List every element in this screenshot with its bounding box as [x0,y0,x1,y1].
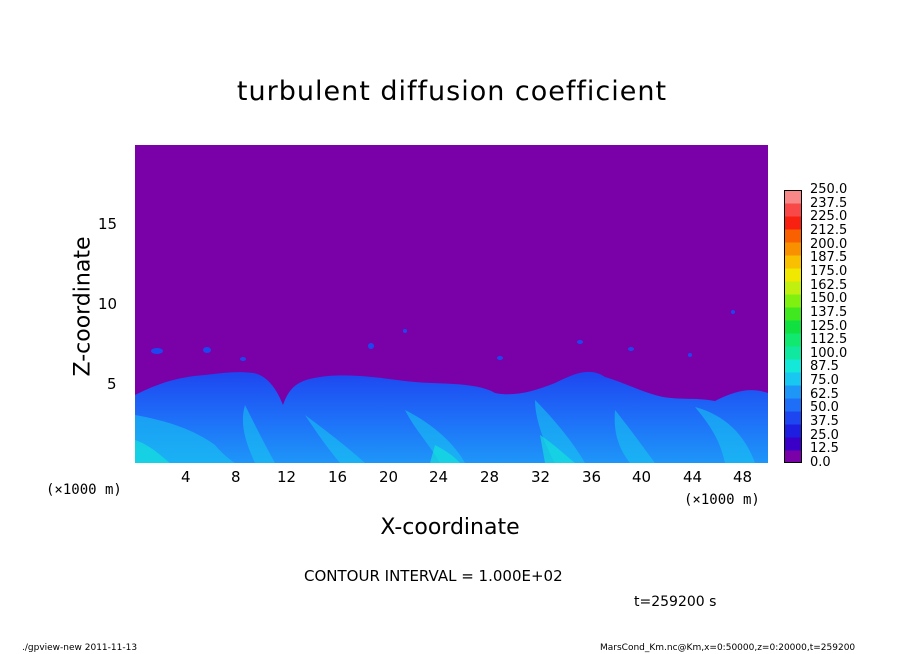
colorbar-segment [784,294,802,308]
colorbar-frame [784,190,802,463]
colorbar-tick-label: 225.0 [810,209,848,225]
time-label: t=259200 s [634,594,717,610]
colorbar-segment [784,216,802,230]
colorbar-tick-label: 75.0 [810,373,839,389]
chart-title: turbulent diffusion coefficient [236,76,668,107]
x-tick-label: 16 [328,468,348,486]
contour-interval: CONTOUR INTERVAL = 1.000E+02 [304,567,563,585]
colorbar-segment [784,359,802,373]
colorbar-tick-label: 150.0 [810,291,848,307]
colorbar-segment [784,424,802,438]
scattered-eddies [151,310,735,361]
colorbar-segment [784,372,802,386]
colorbar-segment [784,242,802,256]
x-tick-label: 48 [733,468,753,486]
colorbar-tick-label: 25.0 [810,427,839,443]
y-tick-label: 10 [98,295,118,313]
footer-left: ./gpview-new 2011-11-13 [22,643,138,653]
y-tick-label: 15 [98,215,118,233]
footer-right: MarsCond_Km.nc@Km,x=0:50000,z=0:20000,t=… [600,643,856,653]
colorbar-segment [784,190,802,204]
colorbar-tick-label: 37.5 [810,414,839,430]
colorbar-tick-label: 0.0 [810,455,831,470]
colorbar-tick-label: 87.5 [810,359,839,375]
colorbar [784,190,802,463]
x-unit-label: (×1000 m) [46,482,122,498]
y-axis-label: Z-coordinate [70,236,96,377]
colorbar-tick-label: 112.5 [810,332,848,348]
plot-area [135,145,768,463]
turbulent-streaks [135,400,755,463]
x-tick-label: 44 [683,468,703,486]
colorbar-segment [784,255,802,269]
y-tick-label: 5 [107,375,117,393]
colorbar-tick-label: 50.0 [810,400,839,416]
x-tick-label: 8 [231,468,241,486]
colorbar-segment [784,346,802,360]
colorbar-tick-label: 250.0 [810,182,848,197]
colorbar-segment [784,281,802,295]
x-tick-label: 40 [632,468,652,486]
colorbar-tick-label: 162.5 [810,277,848,293]
colorbar-tick-label: 187.5 [810,250,848,266]
colorbar-tick-label: 200.0 [810,236,848,252]
colorbar-tick-label: 137.5 [810,304,848,320]
colorbar-segment [784,268,802,282]
colorbar-segment [784,320,802,334]
x-unit-label: (×1000 m) [684,492,760,508]
x-tick-label: 32 [531,468,551,486]
x-tick-label: 28 [480,468,500,486]
colorbar-tick-label: 62.5 [810,386,839,402]
boundary-layer [135,371,768,463]
colorbar-tick-label: 100.0 [810,345,848,361]
x-tick-label: 24 [429,468,449,486]
colorbar-segment [784,307,802,321]
colorbar-segment [784,229,802,243]
colorbar-tick-label: 237.5 [810,195,848,211]
x-tick-label: 12 [277,468,297,486]
colorbar-segment [784,411,802,425]
colorbar-segment [784,385,802,399]
x-tick-label: 4 [181,468,191,486]
colorbar-segment [784,450,802,463]
colorbar-tick-label: 175.0 [810,263,848,279]
colorbar-tick-label: 212.5 [810,222,848,238]
colorbar-tick-label: 125.0 [810,318,848,334]
x-tick-label: 36 [582,468,602,486]
x-tick-label: 20 [379,468,399,486]
colorbar-segment [784,203,802,217]
colorbar-segment [784,398,802,412]
colorbar-tick-label: 12.5 [810,441,839,457]
colorbar-segment [784,437,802,451]
x-axis-label: X-coordinate [380,515,520,540]
colorbar-segment [784,333,802,347]
